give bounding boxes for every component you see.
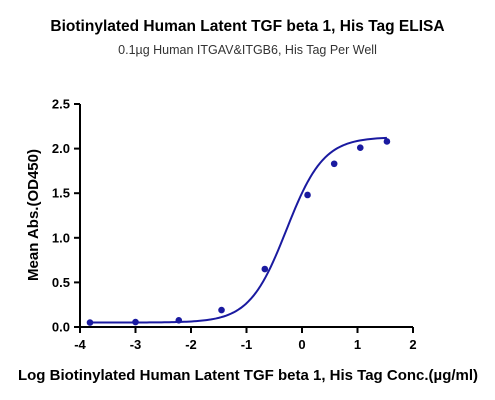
data-point	[261, 265, 269, 273]
data-point	[132, 318, 139, 326]
y-tick-label: 0.5	[52, 275, 70, 290]
y-tick-label: 0.0	[52, 320, 70, 335]
data-point	[356, 144, 364, 152]
x-tick-label: -1	[241, 337, 253, 352]
fit-curve	[89, 136, 387, 324]
y-tick-label: 1.5	[52, 186, 70, 201]
x-tick-label: 2	[409, 337, 416, 352]
data-point	[383, 138, 391, 145]
x-tick-label: 1	[354, 337, 361, 352]
data-point	[86, 319, 94, 326]
y-axis-title: Mean Abs.(OD450)	[25, 149, 42, 281]
data-point	[330, 160, 338, 168]
y-tick-label: 2.0	[52, 141, 70, 156]
x-tick-label: 0	[298, 337, 305, 352]
chart-title: Biotinylated Human Latent TGF beta 1, Hi…	[50, 18, 445, 35]
chart-subtitle: 0.1µg Human ITGAV&ITGB6, His Tag Per Wel…	[118, 43, 377, 57]
x-tick-label: -4	[74, 337, 86, 352]
x-tick-label: -2	[185, 337, 197, 352]
x-axis-title: Log Biotinylated Human Latent TGF beta 1…	[18, 367, 478, 384]
data-point	[175, 317, 183, 324]
axes: -4 -3 -2 -1 0 1 2 0.0 0.5 1.0 1.5 2.0 2.5	[52, 97, 417, 353]
y-tick-label: 1.0	[52, 230, 70, 245]
data-point	[304, 191, 311, 199]
fit-curve-layer	[89, 136, 387, 324]
data-point	[218, 306, 225, 314]
x-tick-label: -3	[130, 337, 142, 352]
data-points-layer	[86, 138, 391, 326]
y-tick-label: 2.5	[52, 97, 70, 112]
